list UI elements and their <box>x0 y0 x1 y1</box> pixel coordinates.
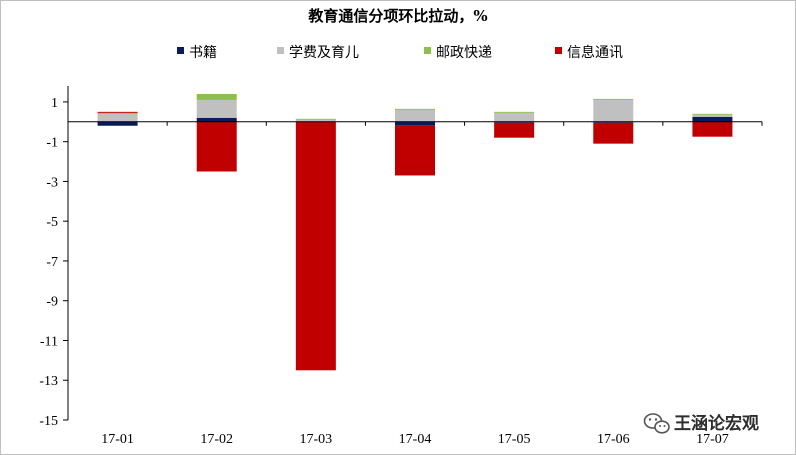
bar-2-0 <box>97 112 138 114</box>
bar-3-4 <box>494 122 535 138</box>
bar-0-6 <box>692 116 733 122</box>
bar-3-1 <box>196 121 237 172</box>
legend-label-2: 邮政快递 <box>436 45 492 61</box>
bar-2-4 <box>494 111 535 113</box>
bar-3-0 <box>97 111 138 113</box>
y-tick-label-8: -15 <box>39 414 58 429</box>
y-tick-label-6: -11 <box>40 334 58 349</box>
y-tick-label-0: 1 <box>51 96 58 111</box>
legend-swatch-3 <box>555 47 562 54</box>
x-tick-label-4: 17-05 <box>498 432 531 447</box>
bar-1-5 <box>593 99 634 122</box>
bar-1-2 <box>295 119 336 122</box>
bar-1-3 <box>395 109 435 122</box>
chart-title: 教育通信分项环比拉动，% <box>307 7 487 25</box>
legend-swatch-0 <box>177 47 184 54</box>
bar-0-1 <box>196 117 237 122</box>
y-tick-label-5: -9 <box>46 295 58 310</box>
bar-1-1 <box>196 99 237 118</box>
bar-2-5 <box>593 98 634 100</box>
legend-label-1: 学费及育儿 <box>289 45 359 61</box>
bar-3-6 <box>692 121 733 137</box>
x-tick-label-5: 17-06 <box>597 432 630 447</box>
bar-3-2 <box>295 121 336 371</box>
bar-1-0 <box>97 113 138 122</box>
x-tick-label-1: 17-02 <box>200 432 233 447</box>
legend-label-0: 书籍 <box>189 44 217 61</box>
watermark-text: 王涵论宏观 <box>674 413 759 434</box>
y-tick-label-3: -5 <box>46 215 58 230</box>
bar-0-3 <box>395 121 435 126</box>
x-tick-label-3: 17-04 <box>399 432 432 447</box>
bar-3-5 <box>593 122 634 144</box>
bar-2-2 <box>295 118 336 120</box>
bar-3-3 <box>395 125 435 176</box>
legend-swatch-2 <box>424 47 431 54</box>
watermark: 王涵论宏观 <box>643 413 759 434</box>
bar-2-3 <box>395 108 435 110</box>
x-tick-label-0: 17-01 <box>101 432 134 447</box>
y-tick-label-4: -7 <box>46 255 58 270</box>
plot-area: 1 -1 -3 -5 -7 -9 -11 -13 -15 17-01 17-02 17-03 17-04… <box>39 86 763 447</box>
bar-2-1 <box>196 93 237 100</box>
x-tick-label-6: 17-07 <box>696 432 729 447</box>
x-tick-label-2: 17-03 <box>300 432 333 447</box>
bar-1-6 <box>692 114 733 117</box>
bar-1-4 <box>494 112 535 122</box>
y-tick-label-2: -3 <box>46 175 58 190</box>
bar-2-6 <box>692 113 733 115</box>
legend: 书籍 学费及育儿 邮政快递 信息通讯 <box>177 44 623 61</box>
y-tick-label-7: -13 <box>39 374 58 389</box>
bar-0-0 <box>97 121 138 126</box>
legend-swatch-1 <box>277 47 284 54</box>
wechat-logo-icon <box>643 413 670 434</box>
y-tick-label-1: -1 <box>46 136 58 151</box>
legend-label-3: 信息通讯 <box>567 44 623 61</box>
